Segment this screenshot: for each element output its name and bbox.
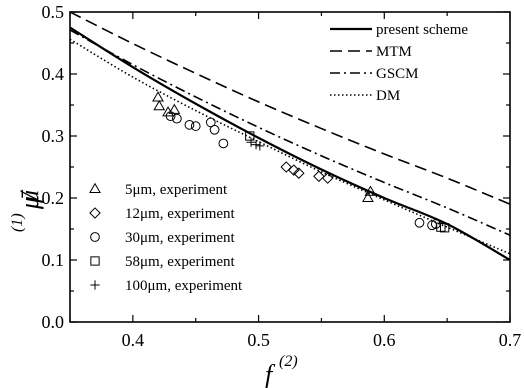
data-point-diamond xyxy=(288,164,300,176)
x-tick-label: 0.6 xyxy=(373,330,396,350)
plot-area xyxy=(70,12,510,261)
legend-marker-triangle xyxy=(89,182,101,193)
data-point-triangle xyxy=(153,99,166,111)
x-axis-title-sup: (2) xyxy=(279,353,298,370)
legend-lines: present scheme MTM GSCM DM xyxy=(330,22,468,104)
data-point-circle xyxy=(209,124,220,135)
legend: present scheme MTM GSCM DM 5μm, experiment 12… xyxy=(89,22,468,294)
data-point-diamond xyxy=(280,161,292,173)
legend-line-label: GSCM xyxy=(376,66,419,82)
series-line-dm xyxy=(70,38,510,255)
axes: 0.4 0.5 0.6 0.7 0.0 0.1 0.2 0.3 0.4 0.5 xyxy=(42,2,522,350)
plot-frame xyxy=(69,11,511,323)
experiment-points xyxy=(152,91,450,233)
y-axis-title-slash: / xyxy=(15,190,44,202)
y-axis-title-sup: (1) xyxy=(9,213,26,232)
series-line-present-scheme xyxy=(70,26,510,261)
legend-marker-diamond xyxy=(89,207,101,219)
legend-marker-label: 30μm, experiment xyxy=(125,230,236,246)
legend-marker-square xyxy=(90,256,100,266)
series-curves xyxy=(70,12,510,261)
y-axis-title-base: μ xyxy=(15,190,44,204)
data-point-circle xyxy=(165,111,176,122)
data-point-square xyxy=(439,223,450,233)
x-axis-title-base: f xyxy=(265,360,276,388)
data-point-circle xyxy=(414,217,425,228)
x-tick-label: 0.4 xyxy=(122,330,145,350)
data-point-diamond xyxy=(313,170,325,183)
series-line-mtm xyxy=(70,12,510,205)
data-point-diamond xyxy=(321,172,334,184)
y-tick-label: 0.4 xyxy=(42,64,65,84)
legend-line-label: present scheme xyxy=(376,22,468,38)
y-tick-label: 0.2 xyxy=(42,188,65,208)
legend-marker-label: 58μm, experiment xyxy=(125,254,236,270)
data-point-circle xyxy=(218,138,229,149)
data-point-circle xyxy=(190,121,201,131)
x-axis-title: f (2) xyxy=(265,353,298,388)
data-point-circle xyxy=(184,119,195,130)
y-tick-label: 0.0 xyxy=(42,312,65,332)
legend-markers: 5μm, experiment 12μm, experiment 30μm, exp… xyxy=(89,182,243,294)
data-point-square xyxy=(245,131,255,141)
legend-marker-label: 12μm, experiment xyxy=(125,206,236,222)
legend-marker-label: 5μm, experiment xyxy=(125,182,228,198)
data-point-triangle xyxy=(152,91,164,102)
y-tick-label: 0.3 xyxy=(42,126,65,146)
data-point-plus xyxy=(246,137,256,147)
legend-line-label: DM xyxy=(376,88,400,104)
legend-line-label: MTM xyxy=(376,44,412,60)
data-point-triangle xyxy=(362,191,374,202)
data-point-plus xyxy=(255,141,265,151)
legend-marker-label: 100μm, experiment xyxy=(125,278,243,294)
legend-marker-circle xyxy=(90,232,100,242)
y-tick-label: 0.1 xyxy=(42,250,65,270)
data-point-diamond xyxy=(293,167,305,179)
y-axis-title: μ̄ / μ (1) xyxy=(9,189,44,232)
legend-marker-plus xyxy=(90,280,100,290)
data-point-plus xyxy=(251,140,261,150)
y-tick-label: 0.5 xyxy=(42,2,65,22)
series-line-gscm xyxy=(70,29,510,236)
data-point-triangle xyxy=(364,185,377,196)
data-point-circle xyxy=(171,113,182,124)
x-tick-label: 0.7 xyxy=(499,330,522,350)
x-tick-label: 0.5 xyxy=(247,330,270,350)
